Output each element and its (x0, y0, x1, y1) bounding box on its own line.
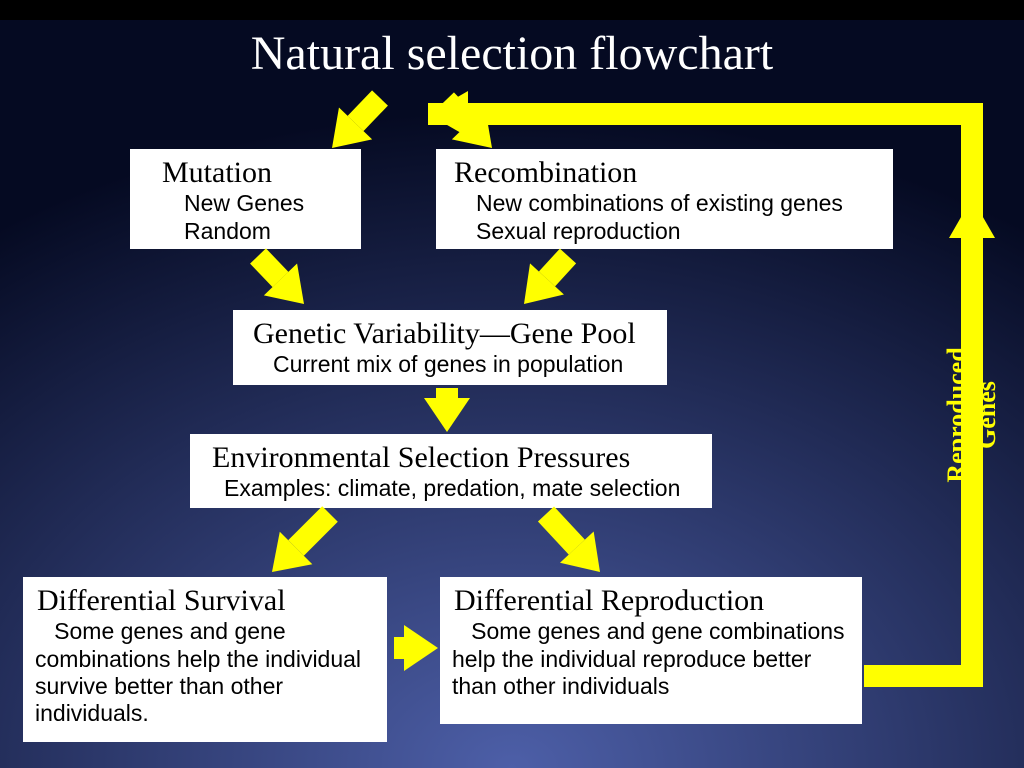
box-title: Differential Reproduction (450, 583, 852, 618)
box-title: Mutation (140, 155, 351, 190)
box-subtext: New combinations of existing genes (446, 190, 883, 217)
box-env: Environmental Selection PressuresExample… (190, 434, 712, 508)
box-genepool: Genetic Variability—Gene PoolCurrent mix… (233, 310, 667, 385)
box-survival: Differential Survival Some genes and gen… (23, 577, 387, 742)
box-subtext: Current mix of genes in population (243, 351, 657, 378)
box-subtext: Some genes and gene combinations help th… (450, 618, 852, 699)
feedback-label-line: Genes (972, 325, 1002, 505)
box-subtext: Sexual reproduction (446, 218, 883, 245)
box-subtext: New Genes (140, 190, 351, 217)
box-title: Recombination (446, 155, 883, 190)
box-recombination: RecombinationNew combinations of existin… (436, 149, 893, 249)
feedback-label-line: Reproduced (942, 325, 972, 505)
box-title: Environmental Selection Pressures (200, 440, 702, 475)
box-title: Differential Survival (33, 583, 377, 618)
page-title: Natural selection flowchart (142, 26, 882, 81)
box-subtext: Examples: climate, predation, mate selec… (200, 475, 702, 502)
feedback-label-reproduced-genes: ReproducedGenes (942, 325, 1002, 505)
box-subtext: Some genes and gene combinations help th… (33, 618, 377, 727)
box-subtext: Random (140, 218, 351, 245)
slide-stage: Natural selection flowchart MutationNew … (0, 0, 1024, 768)
box-title: Genetic Variability—Gene Pool (243, 316, 657, 351)
box-mutation: MutationNew GenesRandom (130, 149, 361, 249)
box-reproduction: Differential Reproduction Some genes and… (440, 577, 862, 724)
